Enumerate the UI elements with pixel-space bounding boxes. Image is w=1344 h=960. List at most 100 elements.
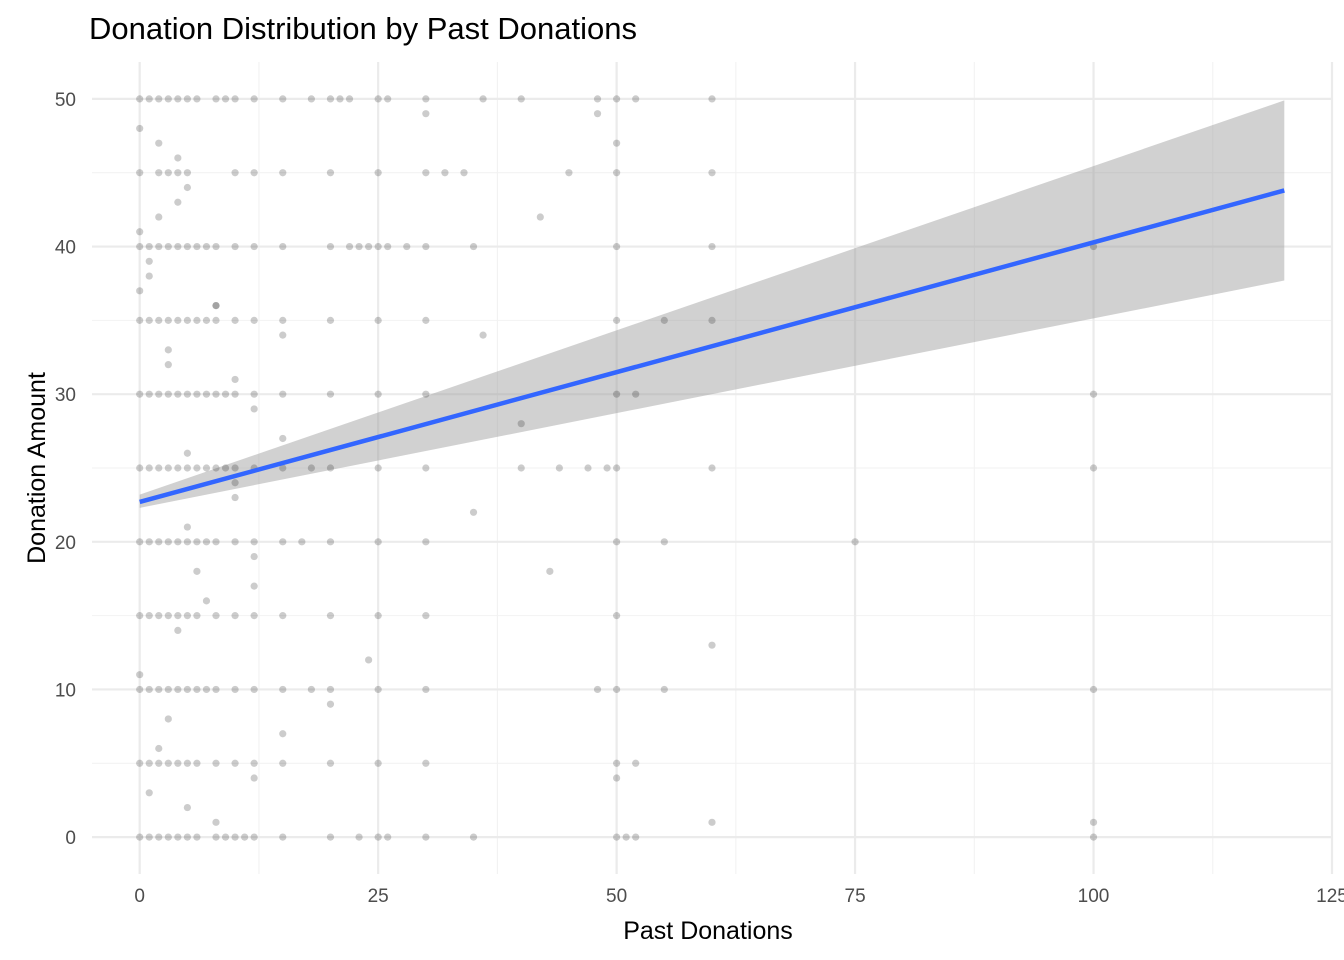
data-point xyxy=(136,228,144,236)
data-point xyxy=(174,685,182,694)
data-point xyxy=(403,242,411,251)
data-point xyxy=(1089,818,1098,826)
data-point xyxy=(155,464,163,472)
data-point xyxy=(202,242,211,251)
data-point xyxy=(250,316,258,324)
data-point xyxy=(660,538,668,546)
data-point xyxy=(202,597,211,605)
data-point xyxy=(374,95,382,103)
data-point xyxy=(174,538,182,546)
data-point xyxy=(164,685,172,694)
data-point xyxy=(708,818,716,826)
data-point xyxy=(326,538,335,546)
data-point xyxy=(422,833,430,841)
data-point xyxy=(374,612,382,620)
data-point xyxy=(136,833,144,841)
x-tick-label: 100 xyxy=(1078,886,1110,907)
data-point xyxy=(326,759,335,767)
data-point xyxy=(136,390,144,398)
data-point xyxy=(164,316,172,324)
data-point xyxy=(279,538,287,546)
data-point xyxy=(174,626,182,635)
data-point xyxy=(250,242,258,251)
data-point xyxy=(374,390,382,398)
data-point xyxy=(250,95,258,103)
data-point xyxy=(231,685,239,694)
data-point xyxy=(345,242,354,251)
data-point xyxy=(279,242,287,251)
data-point xyxy=(374,833,382,841)
data-point xyxy=(307,95,315,103)
data-point xyxy=(212,464,220,472)
data-point xyxy=(231,833,239,841)
data-point xyxy=(326,242,335,251)
data-point xyxy=(202,685,211,694)
data-point xyxy=(632,390,640,398)
data-point xyxy=(365,242,373,251)
data-point xyxy=(374,759,382,767)
data-point xyxy=(174,169,182,177)
data-point xyxy=(145,789,153,797)
data-point xyxy=(279,169,287,177)
data-point xyxy=(145,833,153,841)
data-point xyxy=(708,242,716,251)
data-point xyxy=(136,316,144,324)
data-point xyxy=(212,302,220,310)
data-point xyxy=(279,331,287,339)
data-point xyxy=(212,759,220,767)
data-point xyxy=(250,405,258,413)
data-point xyxy=(145,612,153,620)
y-tick-label: 30 xyxy=(55,385,76,406)
data-point xyxy=(469,242,478,251)
data-point xyxy=(174,612,182,620)
data-point xyxy=(145,95,153,103)
data-point xyxy=(660,685,668,694)
data-point xyxy=(517,464,525,472)
data-point xyxy=(164,346,172,354)
data-point xyxy=(221,95,230,103)
data-point xyxy=(183,833,191,841)
data-point xyxy=(183,759,191,767)
x-tick-label: 125 xyxy=(1316,886,1344,907)
data-point xyxy=(174,759,182,767)
data-point xyxy=(603,464,611,472)
data-point xyxy=(374,464,382,472)
data-point xyxy=(632,833,640,841)
data-point xyxy=(613,139,621,147)
data-point xyxy=(145,316,153,324)
data-point xyxy=(336,95,344,103)
data-point xyxy=(164,242,172,251)
data-point xyxy=(145,464,153,472)
data-point xyxy=(183,169,191,177)
data-point xyxy=(326,685,335,694)
data-point xyxy=(422,538,430,546)
data-point xyxy=(279,464,287,472)
data-point xyxy=(212,685,220,694)
data-point xyxy=(250,538,258,546)
data-point xyxy=(202,390,211,398)
data-point xyxy=(279,316,287,324)
data-point xyxy=(193,538,201,546)
data-point xyxy=(613,95,621,103)
confidence-band xyxy=(139,100,1285,508)
data-point xyxy=(183,242,191,251)
data-point xyxy=(384,242,392,251)
data-point xyxy=(174,198,182,206)
x-tick-label: 50 xyxy=(606,886,627,907)
data-point xyxy=(613,242,621,251)
data-point xyxy=(374,685,382,694)
data-point xyxy=(183,316,191,324)
data-point xyxy=(212,538,220,546)
data-point xyxy=(374,538,382,546)
data-point xyxy=(145,272,153,280)
data-point xyxy=(307,464,315,472)
data-point xyxy=(136,671,144,679)
data-point xyxy=(279,759,287,767)
data-point xyxy=(183,449,191,457)
data-point xyxy=(193,464,201,472)
data-point xyxy=(708,169,716,177)
data-point xyxy=(136,685,144,694)
data-point xyxy=(384,95,392,103)
data-point xyxy=(183,803,191,812)
data-point xyxy=(193,759,201,767)
